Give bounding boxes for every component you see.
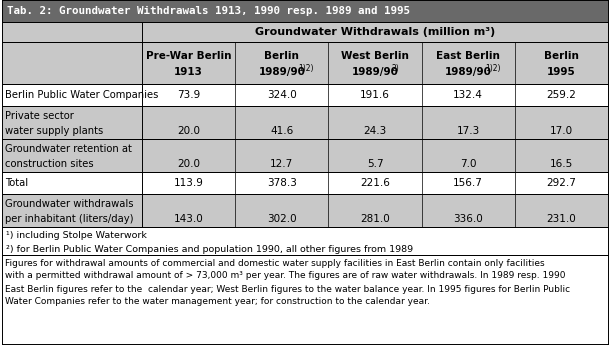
Bar [2, 84, 608, 106]
Text: 281.0: 281.0 [360, 214, 390, 224]
Text: 17.3: 17.3 [456, 126, 480, 136]
Text: 41.6: 41.6 [270, 126, 293, 136]
Text: 1913: 1913 [174, 67, 203, 77]
Text: 17.0: 17.0 [550, 126, 573, 136]
Text: 143.0: 143.0 [174, 214, 204, 224]
Text: 302.0: 302.0 [267, 214, 296, 224]
Bar [2, 42, 608, 84]
Text: construction sites: construction sites [5, 159, 93, 169]
Text: Pre-War Berlin: Pre-War Berlin [146, 51, 231, 61]
Bar [2, 172, 608, 194]
Text: 2): 2) [392, 64, 400, 73]
Text: 24.3: 24.3 [364, 126, 387, 136]
Text: Groundwater retention at: Groundwater retention at [5, 144, 132, 154]
Text: Groundwater Withdrawals (million m³): Groundwater Withdrawals (million m³) [255, 27, 495, 37]
Text: 12.7: 12.7 [270, 159, 293, 169]
Text: East Berlin figures refer to the  calendar year; West Berlin figures to the wate: East Berlin figures refer to the calenda… [5, 284, 570, 293]
Text: 16.5: 16.5 [550, 159, 573, 169]
Text: 73.9: 73.9 [177, 90, 200, 100]
Bar [2, 194, 608, 227]
Text: 20.0: 20.0 [177, 126, 200, 136]
Text: Groundwater withdrawals: Groundwater withdrawals [5, 199, 134, 209]
Text: 1995: 1995 [547, 67, 576, 77]
Text: 1)2): 1)2) [485, 64, 500, 73]
Text: West Berlin: West Berlin [341, 51, 409, 61]
Text: with a permitted withdrawal amount of > 73,000 m³ per year. The figures are of r: with a permitted withdrawal amount of > … [5, 272, 565, 281]
Text: 156.7: 156.7 [453, 178, 483, 188]
Text: 324.0: 324.0 [267, 90, 296, 100]
Text: 1989/90: 1989/90 [351, 67, 398, 77]
Text: 1989/90: 1989/90 [445, 67, 492, 77]
Bar [2, 106, 608, 139]
Bar [2, 255, 608, 344]
Text: 1989/90: 1989/90 [259, 67, 305, 77]
Bar [2, 22, 142, 42]
Text: 336.0: 336.0 [453, 214, 483, 224]
Text: 1)2): 1)2) [298, 64, 314, 73]
Text: 132.4: 132.4 [453, 90, 483, 100]
Text: 231.0: 231.0 [547, 214, 576, 224]
Text: 378.3: 378.3 [267, 178, 296, 188]
Text: Berlin: Berlin [264, 51, 300, 61]
Text: 191.6: 191.6 [360, 90, 390, 100]
Text: 7.0: 7.0 [460, 159, 476, 169]
Bar [2, 139, 608, 172]
Text: Tab. 2: Groundwater Withdrawals 1913, 1990 resp. 1989 and 1995: Tab. 2: Groundwater Withdrawals 1913, 19… [7, 6, 410, 16]
Text: per inhabitant (liters/day): per inhabitant (liters/day) [5, 214, 134, 224]
Text: East Berlin: East Berlin [436, 51, 500, 61]
Text: 292.7: 292.7 [547, 178, 576, 188]
Text: Private sector: Private sector [5, 111, 74, 121]
Text: Water Companies refer to the water management year; for construction to the cale: Water Companies refer to the water manag… [5, 298, 430, 307]
Text: 5.7: 5.7 [367, 159, 383, 169]
Text: 20.0: 20.0 [177, 159, 200, 169]
Text: Figures for withdrawal amounts of commercial and domestic water supply facilitie: Figures for withdrawal amounts of commer… [5, 258, 545, 267]
Bar [2, 22, 608, 42]
Text: ²) for Berlin Public Water Companies and population 1990, all other figures from: ²) for Berlin Public Water Companies and… [6, 245, 413, 254]
Text: Berlin Public Water Companies: Berlin Public Water Companies [5, 90, 159, 100]
Text: water supply plants: water supply plants [5, 126, 103, 136]
Text: 221.6: 221.6 [360, 178, 390, 188]
Bar [2, 227, 608, 255]
Bar [2, 0, 608, 22]
Text: Berlin: Berlin [544, 51, 579, 61]
Text: Total: Total [5, 178, 28, 188]
Text: 113.9: 113.9 [174, 178, 204, 188]
Text: 259.2: 259.2 [547, 90, 576, 100]
Text: ¹) including Stolpe Waterwork: ¹) including Stolpe Waterwork [6, 231, 147, 240]
